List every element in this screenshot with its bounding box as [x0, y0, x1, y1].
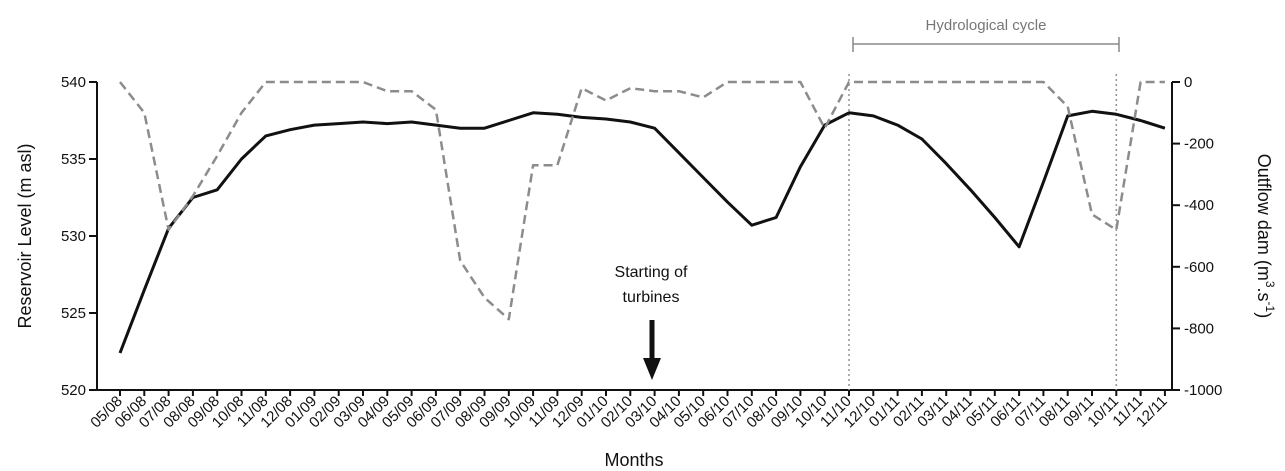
- y-right-tick-label: -600: [1184, 259, 1214, 276]
- outflow-dam-line: [119, 80, 1165, 321]
- y-left-tick-label: 520: [61, 382, 86, 399]
- y-right-tick-label: -1000: [1184, 382, 1222, 399]
- y-left-tick-label: 530: [61, 228, 86, 245]
- axis-ticks: 520525530535540-1000-800-600-400-200005/…: [61, 74, 1222, 431]
- y-right-tick-label: -200: [1184, 136, 1214, 153]
- series-group: [118, 80, 1166, 354]
- hydrological-cycle-label: Hydrological cycle: [926, 17, 1047, 34]
- y-axis-right-title-part3: ): [1254, 312, 1274, 318]
- y-axis-right-title-sup2: -1: [1263, 302, 1277, 313]
- y-left-tick-label: 540: [61, 74, 86, 91]
- y-right-tick-label: -400: [1184, 197, 1214, 214]
- y-axis-right-title-sup1: 3: [1263, 281, 1277, 288]
- annotation-turbines-line2: turbines: [623, 289, 680, 306]
- y-left-tick-label: 535: [61, 151, 86, 168]
- y-axis-right-title-part1: Outflow dam (m: [1254, 154, 1274, 281]
- y-axis-right-title-part2: .s: [1254, 288, 1274, 302]
- x-axis-title: Months: [604, 450, 663, 470]
- y-axis-right-title: Outflow dam (m3.s-1): [1254, 154, 1277, 318]
- y-right-tick-label: 0: [1184, 74, 1192, 91]
- y-axis-left-title: Reservoir Level (m asl): [15, 143, 35, 328]
- y-right-tick-label: -800: [1184, 320, 1214, 337]
- reservoir-level-line: [118, 109, 1166, 354]
- annotation-arrow-head: [643, 358, 661, 380]
- annotation-turbines-line1: Starting of: [615, 264, 688, 281]
- y-left-tick-label: 525: [61, 305, 86, 322]
